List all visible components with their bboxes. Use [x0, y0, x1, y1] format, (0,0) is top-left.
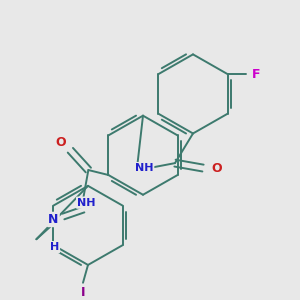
- Text: O: O: [212, 162, 222, 175]
- Text: N: N: [48, 213, 59, 226]
- Text: O: O: [55, 136, 66, 149]
- Text: NH: NH: [77, 198, 96, 208]
- Text: F: F: [251, 68, 260, 81]
- Text: NH: NH: [135, 163, 153, 173]
- Text: H: H: [50, 242, 59, 252]
- Text: I: I: [81, 286, 85, 299]
